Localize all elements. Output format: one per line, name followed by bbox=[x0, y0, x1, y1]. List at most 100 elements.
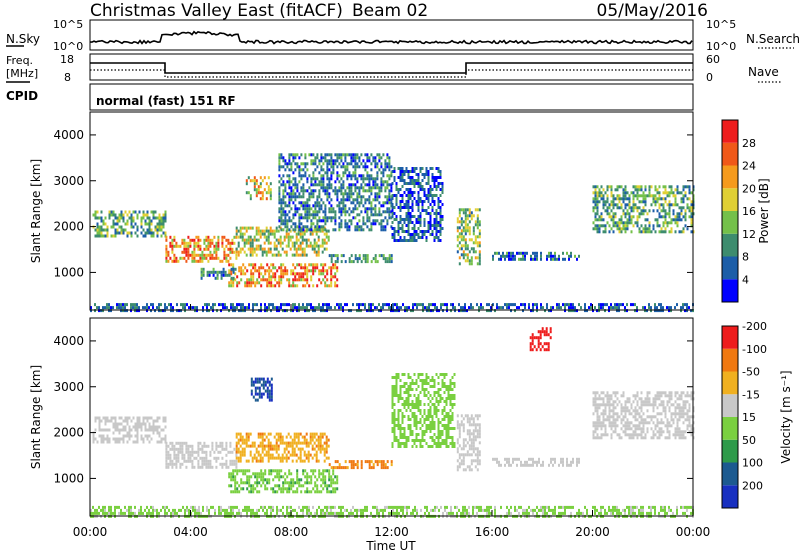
velocity-cell bbox=[142, 419, 145, 423]
power-cell bbox=[298, 195, 301, 199]
velocity-cell bbox=[250, 392, 253, 396]
power-cell bbox=[464, 214, 467, 218]
power-cell bbox=[391, 236, 394, 239]
power-cell bbox=[114, 231, 117, 235]
power-cell bbox=[94, 213, 97, 217]
velocity-cell bbox=[281, 441, 284, 445]
velocity-cell bbox=[441, 418, 444, 421]
power-cell bbox=[378, 168, 381, 172]
power-cell bbox=[374, 198, 377, 202]
power-cell bbox=[213, 244, 216, 248]
power-cell bbox=[183, 238, 186, 242]
power-cell bbox=[314, 309, 316, 313]
power-cell bbox=[390, 189, 393, 193]
power-cell bbox=[217, 244, 220, 248]
power-cell bbox=[384, 216, 387, 220]
power-cell bbox=[314, 228, 317, 232]
power-cell bbox=[269, 241, 272, 245]
velocity-cell bbox=[431, 418, 434, 421]
velocity-cell bbox=[415, 400, 418, 403]
power-cell bbox=[386, 195, 389, 199]
power-cell bbox=[132, 210, 135, 214]
velocity-cell bbox=[259, 453, 262, 457]
velocity-cell bbox=[290, 472, 293, 476]
velocity-cell bbox=[270, 398, 273, 402]
power-cell bbox=[618, 224, 621, 228]
velocity-cell bbox=[439, 442, 442, 445]
power-cell bbox=[380, 156, 383, 160]
velocity-cell bbox=[235, 456, 238, 460]
power-cell bbox=[154, 309, 156, 313]
velocity-cell bbox=[423, 382, 426, 385]
velocity-cell bbox=[323, 453, 326, 457]
power-cell bbox=[282, 174, 285, 178]
velocity-cell bbox=[175, 447, 178, 451]
power-cell bbox=[340, 210, 343, 214]
power-cell bbox=[403, 230, 406, 233]
power-cell bbox=[678, 191, 681, 195]
power-cell bbox=[656, 191, 659, 195]
power-cell bbox=[439, 215, 442, 218]
power-cell bbox=[512, 303, 514, 307]
velocity-cell bbox=[167, 465, 170, 469]
power-cell bbox=[221, 238, 224, 242]
velocity-cell bbox=[282, 475, 285, 479]
velocity-cell bbox=[283, 447, 286, 451]
power-cell bbox=[255, 194, 258, 198]
power-cell bbox=[662, 197, 665, 201]
velocity-cell bbox=[399, 394, 402, 397]
power-cell bbox=[416, 306, 418, 310]
power-cell bbox=[692, 309, 694, 313]
velocity-cell bbox=[472, 417, 475, 421]
power-cell bbox=[458, 214, 461, 218]
power-cell bbox=[193, 256, 196, 260]
power-cell bbox=[322, 269, 325, 273]
power-cell bbox=[249, 250, 252, 254]
power-cell bbox=[658, 203, 661, 207]
power-cell bbox=[251, 250, 254, 254]
velocity-cell bbox=[102, 416, 105, 420]
power-cell bbox=[287, 241, 290, 245]
power-cell bbox=[202, 306, 204, 310]
power-cell bbox=[437, 224, 440, 227]
power-cell bbox=[319, 229, 322, 233]
power-cell bbox=[130, 306, 132, 310]
power-cell bbox=[356, 192, 359, 196]
velocity-cell bbox=[391, 442, 394, 445]
velocity-cell bbox=[246, 487, 249, 491]
power-cell bbox=[356, 198, 359, 202]
power-cell bbox=[626, 203, 629, 207]
power-cell bbox=[676, 188, 679, 192]
power-cell bbox=[320, 204, 323, 208]
velocity-cell bbox=[395, 385, 398, 388]
power-cell bbox=[358, 257, 361, 261]
power-cell bbox=[294, 153, 297, 157]
velocity-cell bbox=[474, 429, 477, 433]
power-cell bbox=[306, 213, 309, 217]
velocity-cell bbox=[356, 463, 359, 467]
power-cell bbox=[314, 306, 316, 310]
power-cell bbox=[230, 272, 233, 276]
velocity-cell bbox=[244, 481, 247, 485]
velocity-cell bbox=[306, 487, 309, 491]
power-cell bbox=[431, 224, 434, 227]
power-cell bbox=[260, 263, 263, 267]
power-cell bbox=[610, 200, 613, 204]
power-cell bbox=[336, 189, 339, 193]
power-cell bbox=[300, 195, 303, 199]
power-cell bbox=[364, 168, 367, 172]
velocity-cell bbox=[197, 465, 200, 469]
power-cell bbox=[314, 168, 317, 172]
velocity-cell bbox=[232, 469, 235, 473]
power-cell bbox=[350, 153, 353, 157]
power-cell bbox=[409, 188, 412, 191]
power-cell bbox=[317, 250, 320, 254]
velocity-cell bbox=[225, 447, 228, 451]
power-cell bbox=[636, 306, 638, 310]
power-cell bbox=[664, 191, 667, 195]
power-cell bbox=[185, 250, 188, 254]
power-cell bbox=[514, 254, 516, 258]
power-cell bbox=[411, 236, 414, 239]
power-cell bbox=[263, 241, 266, 245]
velocity-cell bbox=[241, 450, 244, 454]
